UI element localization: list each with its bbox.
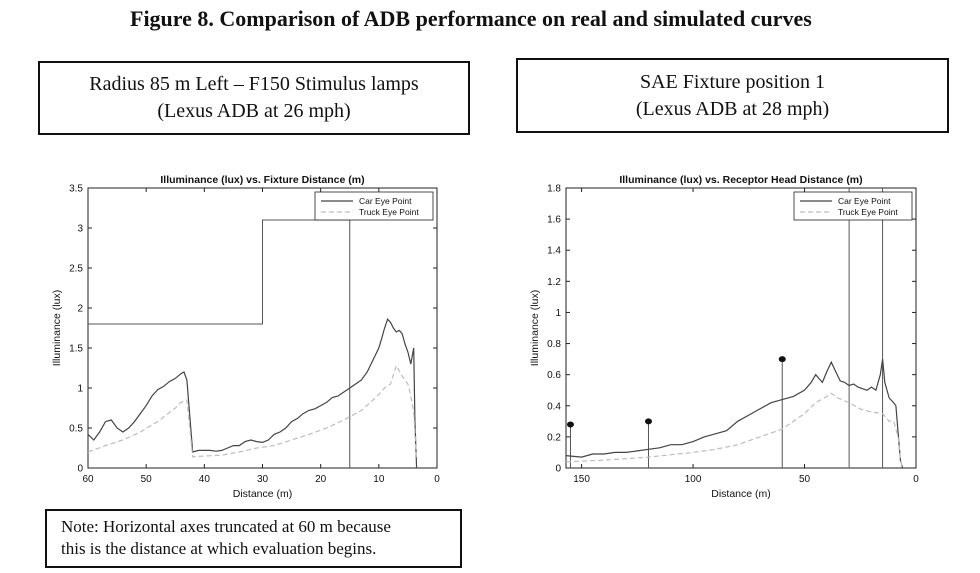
y-tick-label: 1.5: [69, 344, 83, 355]
legend-box: [314, 191, 434, 221]
x-tick-label: 40: [199, 474, 211, 485]
x-tick-label: 20: [315, 474, 327, 485]
right-chart-caption: SAE Fixture position 1 (Lexus ADB at 28 …: [516, 58, 949, 133]
note-line2: this is the distance at which evaluation…: [61, 539, 377, 558]
threshold-line: [88, 219, 351, 468]
y-tick-label: 1.2: [547, 277, 561, 288]
x-axis-label: Distance (m): [711, 488, 771, 500]
x-tick-label: 50: [141, 474, 153, 485]
truck-eye-point-line: [565, 392, 904, 469]
y-axis-label: Illuminance (lux): [51, 290, 63, 366]
y-tick-label: 0.4: [547, 401, 561, 412]
y-tick-label: 2: [77, 304, 83, 315]
left-caption-line1: Radius 85 m Left – F150 Stimulus lamps: [89, 73, 419, 95]
car-eye-point-line: [87, 318, 418, 469]
x-tick-label: 50: [799, 474, 811, 485]
y-tick-label: 1.6: [547, 215, 561, 226]
chart-title: Illuminance (lux) vs. Fixture Distance (…: [160, 174, 364, 186]
y-tick-label: 3.5: [69, 184, 83, 195]
legend-label: Truck Eye Point: [838, 207, 898, 217]
y-tick-label: 1.8: [547, 184, 561, 195]
figure-title: Figure 8. Comparison of ADB performance …: [130, 6, 812, 31]
threshold-marker: [778, 356, 786, 363]
chart-title: Illuminance (lux) vs. Receptor Head Dist…: [619, 174, 862, 186]
x-tick-label: 30: [257, 474, 269, 485]
legend-box: [793, 191, 913, 221]
x-axis-label: Distance (m): [233, 488, 293, 500]
left-caption-line2: (Lexus ADB at 26 mph): [157, 100, 351, 122]
note-line1: Note: Horizontal axes truncated at 60 m …: [61, 517, 391, 536]
legend-label: Car Eye Point: [359, 196, 412, 206]
y-tick-label: 0.2: [547, 432, 561, 443]
right-caption-line1: SAE Fixture position 1: [639, 70, 825, 93]
threshold-marker: [644, 418, 652, 425]
y-tick-label: 2.5: [69, 264, 83, 275]
left-chart-caption: Radius 85 m Left – F150 Stimulus lamps (…: [38, 61, 470, 135]
y-axis-label: Illuminance (lux): [529, 290, 541, 366]
x-tick-label: 100: [685, 474, 702, 485]
right-chart: Illuminance (lux) vs. Receptor Head Dist…: [529, 174, 919, 500]
x-tick-label: 0: [434, 474, 440, 485]
car-eye-point-line: [565, 359, 904, 469]
note-box: Note: Horizontal axes truncated at 60 m …: [45, 509, 462, 568]
legend-label: Car Eye Point: [838, 196, 891, 206]
legend-label: Truck Eye Point: [359, 207, 419, 217]
y-tick-label: 0.8: [547, 339, 561, 350]
y-tick-label: 3: [77, 224, 83, 235]
y-tick-label: 1.4: [547, 246, 561, 257]
y-tick-label: 0.6: [547, 370, 561, 381]
y-tick-label: 0: [555, 464, 561, 475]
y-tick-label: 0.5: [69, 424, 83, 435]
threshold-marker: [566, 421, 574, 428]
x-tick-label: 10: [373, 474, 385, 485]
x-tick-label: 150: [573, 474, 590, 485]
x-tick-label: 60: [82, 474, 94, 485]
right-caption-line2: (Lexus ADB at 28 mph): [635, 97, 830, 120]
x-tick-label: 0: [913, 474, 919, 485]
y-tick-label: 1: [555, 308, 561, 319]
truck-eye-point-line: [87, 364, 418, 461]
left-chart: Illuminance (lux) vs. Fixture Distance (…: [51, 174, 440, 500]
y-tick-label: 0: [77, 464, 83, 475]
y-tick-label: 1: [77, 384, 83, 395]
plot-frame: [565, 187, 917, 469]
